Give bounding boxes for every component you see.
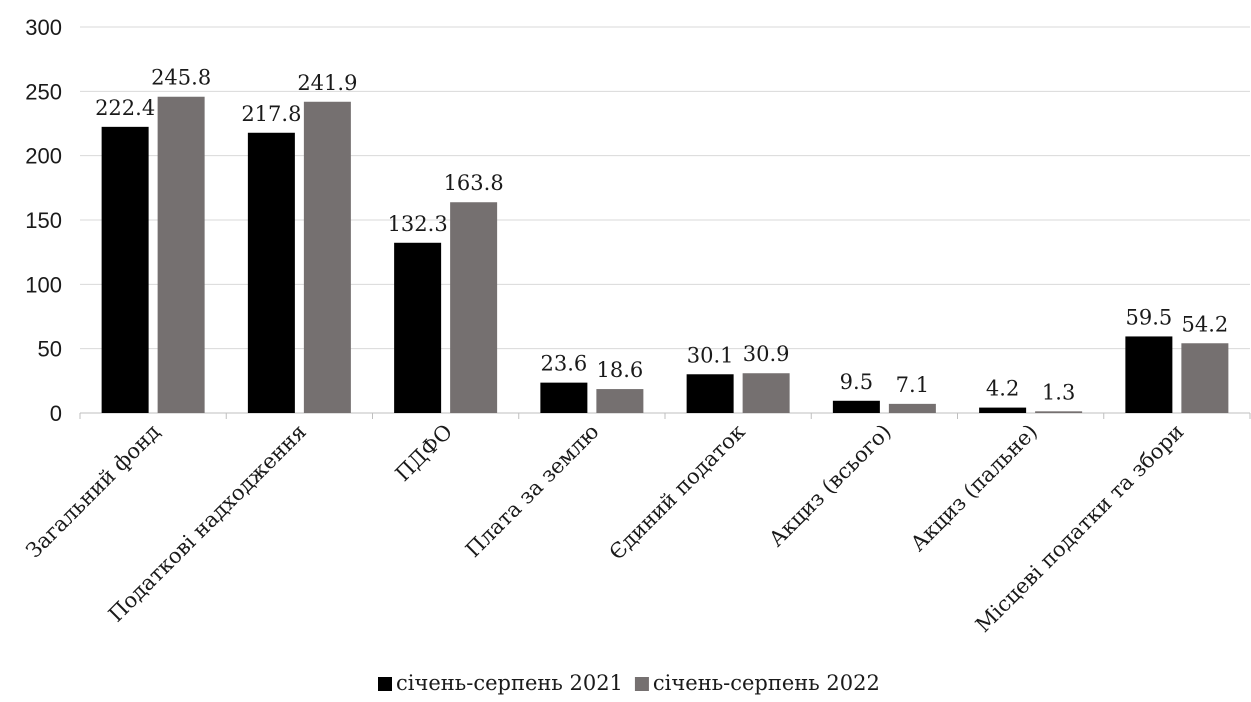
legend-label: січень-серпень 2022 (653, 671, 880, 695)
data-label: 18.6 (596, 358, 643, 382)
x-category-label: Акциз (пальне) (906, 420, 1042, 556)
y-tick-label: 50 (38, 337, 62, 362)
y-tick-label: 300 (25, 15, 62, 40)
data-label: 222.4 (95, 96, 155, 120)
data-label: 245.8 (151, 66, 211, 90)
data-label: 9.5 (840, 370, 873, 394)
bar-series-2 (1035, 411, 1083, 413)
y-tick-label: 250 (25, 79, 62, 104)
y-tick-label: 200 (25, 144, 62, 169)
data-label: 30.1 (687, 343, 734, 367)
data-label: 1.3 (1042, 380, 1075, 404)
x-category-label: Загальний фонд (21, 420, 164, 563)
data-label: 163.8 (444, 171, 504, 195)
data-label: 59.5 (1125, 305, 1172, 329)
bar-series-2 (303, 101, 351, 413)
bar-series-2 (888, 403, 936, 413)
data-label: 132.3 (388, 212, 448, 236)
data-label: 23.6 (540, 352, 587, 376)
y-tick-label: 100 (25, 272, 62, 297)
bar-series-1 (979, 407, 1027, 413)
bar-series-2 (157, 96, 205, 413)
bar-series-2 (742, 373, 790, 413)
legend-label: січень-серпень 2021 (396, 671, 623, 695)
bar-series-1 (686, 374, 734, 413)
bar-series-2 (450, 202, 498, 413)
x-category-label: ПДФО (391, 420, 458, 487)
data-label: 54.2 (1181, 312, 1228, 336)
bar-series-1 (394, 242, 442, 413)
data-label: 241.9 (297, 71, 357, 95)
data-label: 217.8 (241, 102, 301, 126)
x-category-label: Акциз (всього) (764, 420, 896, 552)
data-label: 30.9 (743, 342, 790, 366)
bar-series-1 (832, 400, 880, 413)
data-label: 4.2 (986, 377, 1019, 401)
legend-swatch-series-2 (634, 677, 649, 691)
bar-series-1 (1125, 336, 1173, 413)
data-label: 7.1 (896, 373, 929, 397)
x-category-label: Єдиний податок (605, 420, 750, 565)
y-tick-label: 150 (25, 208, 62, 233)
bar-series-2 (596, 389, 644, 413)
y-tick-label: 0 (50, 401, 62, 426)
bar-series-1 (101, 126, 149, 413)
x-category-label: Плата за землю (461, 420, 603, 562)
bar-series-2 (1181, 343, 1229, 413)
bar-series-1 (247, 132, 295, 414)
bar-series-1 (540, 382, 588, 413)
legend-swatch-series-1 (378, 677, 392, 691)
